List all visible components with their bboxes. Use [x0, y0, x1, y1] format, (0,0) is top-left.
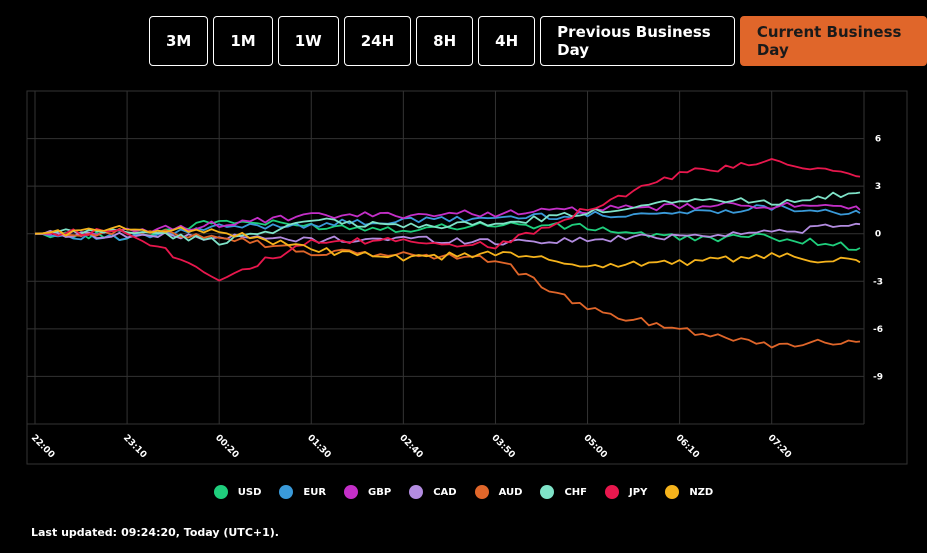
last-updated: Last updated: 09:24:20, Today (UTC+1). [31, 526, 279, 539]
y-tick-label: -9 [873, 372, 883, 382]
x-tick-label: 02:40 [397, 433, 424, 460]
x-tick-label: 00:20 [213, 433, 240, 460]
legend-label: NZD [689, 486, 714, 498]
legend-item-usd[interactable]: USD [213, 485, 262, 499]
x-tick-label: 06:10 [673, 433, 700, 460]
range-button-1m[interactable]: 1M [213, 16, 273, 66]
legend-item-gbp[interactable]: GBP [344, 485, 391, 499]
x-tick-label: 07:20 [766, 433, 793, 460]
y-axis-ticks: 6 3 0 -3 -6 -9 [873, 135, 883, 383]
legend-label: AUD [498, 486, 523, 498]
legend-swatch [665, 485, 680, 499]
y-tick-label: 6 [875, 135, 881, 145]
series-line-aud[interactable] [34, 227, 861, 349]
series-line-jpy[interactable] [34, 158, 861, 282]
series-line-eur[interactable] [34, 203, 861, 241]
fx-strength-chart: 6 3 0 -3 -6 -9 22:00 23:10 00:20 01:30 02:40 03:50… [26, 90, 908, 465]
x-tick-label: 05:00 [581, 433, 608, 460]
chart-series [34, 158, 861, 349]
legend-item-jpy[interactable]: JPY [605, 485, 647, 499]
legend-swatch [605, 485, 620, 499]
legend-item-chf[interactable]: CHF [540, 485, 587, 499]
y-tick-label: 3 [875, 182, 881, 192]
series-line-chf[interactable] [34, 191, 861, 246]
range-button-24h[interactable]: 24H [343, 16, 412, 66]
x-axis-ticks: 22:00 23:10 00:20 01:30 02:40 03:50 05:00 06:10… [29, 433, 793, 460]
legend-swatch [474, 485, 489, 499]
legend-item-cad[interactable]: CAD [409, 485, 457, 499]
x-tick-label: 01:30 [305, 433, 332, 460]
legend-swatch [344, 485, 359, 499]
legend-swatch [279, 485, 294, 499]
series-line-cad[interactable] [34, 222, 861, 246]
legend-label: GBP [368, 486, 392, 498]
legend-label: CAD [433, 486, 457, 498]
legend-item-eur[interactable]: EUR [279, 485, 326, 499]
legend-swatch [409, 485, 424, 499]
legend-item-nzd[interactable]: NZD [665, 485, 713, 499]
y-tick-label: -6 [873, 325, 883, 335]
legend-label: EUR [303, 486, 327, 498]
x-tick-label: 22:00 [29, 433, 56, 460]
chart-grid [26, 90, 908, 465]
time-range-selector: 3M 1M 1W 24H 8H 4H Previous Business Day Curren… [149, 16, 927, 66]
range-button-8h[interactable]: 8H [416, 16, 474, 66]
series-line-nzd[interactable] [34, 225, 861, 269]
legend-item-aud[interactable]: AUD [474, 485, 523, 499]
last-updated-value: 09:24:20, Today (UTC+1). [121, 526, 279, 539]
y-tick-label: -3 [873, 277, 883, 287]
x-tick-label: 03:50 [489, 433, 516, 460]
range-button-1w[interactable]: 1W [277, 16, 339, 66]
range-button-3m[interactable]: 3M [149, 16, 209, 66]
chart-legend: USD EUR GBP CAD AUD CHF JPY NZD [0, 485, 927, 499]
legend-label: CHF [564, 486, 588, 498]
legend-label: JPY [629, 486, 648, 498]
range-button-current-business-day[interactable]: Current Business Day [739, 16, 927, 66]
x-tick-label: 23:10 [121, 433, 148, 460]
legend-swatch [213, 485, 228, 499]
plot-frame [26, 90, 908, 465]
legend-swatch [540, 485, 555, 499]
range-button-previous-business-day[interactable]: Previous Business Day [540, 16, 735, 66]
y-tick-label: 0 [875, 230, 881, 240]
series-line-usd[interactable] [34, 219, 861, 251]
range-button-4h[interactable]: 4H [478, 16, 536, 66]
last-updated-label: Last updated: [31, 526, 118, 539]
legend-label: USD [237, 486, 262, 498]
